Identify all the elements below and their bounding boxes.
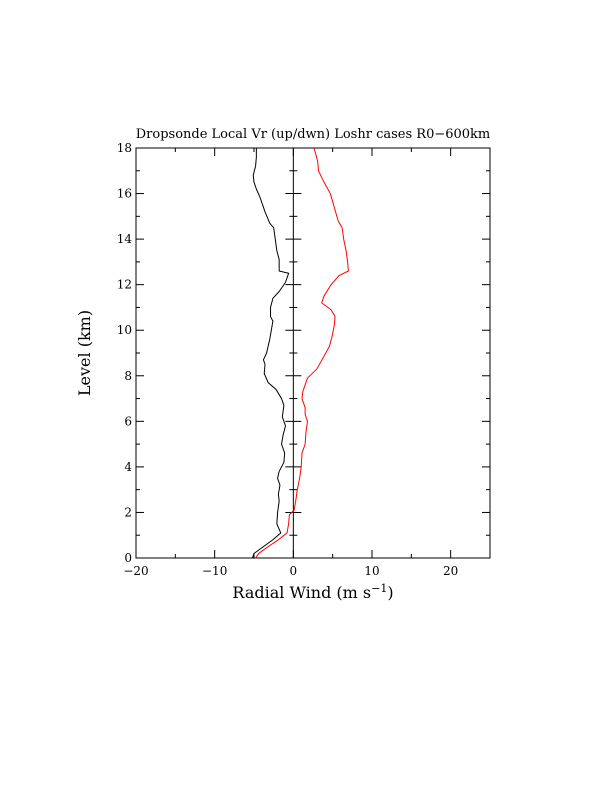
- series-line-1: [251, 148, 290, 559]
- axis-tick-labels: −20 −10 0 10 20 0 2 4 6 8 10 12 14 16 18: [117, 141, 459, 578]
- series-group: [251, 147, 349, 559]
- y-tick-label: 18: [117, 141, 132, 155]
- y-tick-label: 2: [124, 505, 132, 519]
- y-tick-label: 4: [124, 460, 132, 474]
- plot-frame: [135, 147, 491, 559]
- x-tick-label: −10: [202, 564, 227, 578]
- y-tick-label: 12: [117, 278, 132, 292]
- y-tick-label: 16: [117, 187, 132, 201]
- x-tick-label: 10: [364, 564, 379, 578]
- axis-ticks: [135, 147, 490, 559]
- y-axis-label: Level (km): [75, 310, 94, 396]
- x-tick-label: 0: [290, 564, 298, 578]
- x-axis-label-exponent: −1: [371, 582, 387, 595]
- y-tick-label: 8: [124, 369, 132, 383]
- chart-title: Dropsonde Local Vr (up/dwn) Loshr cases …: [136, 127, 491, 142]
- y-tick-label: 14: [117, 232, 133, 246]
- x-axis-label-main: Radial Wind (m s: [232, 583, 371, 602]
- plot-area: −20 −10 0 10 20 0 2 4 6 8 10 12 14 16 18: [117, 141, 491, 578]
- x-tick-label: −20: [123, 564, 148, 578]
- y-tick-label: 6: [124, 414, 132, 428]
- x-axis-label: Radial Wind (m s−1): [232, 582, 393, 602]
- y-tick-label: 0: [124, 551, 132, 565]
- y-tick-label: 10: [117, 323, 132, 337]
- x-tick-label: 20: [443, 564, 458, 578]
- series-line-2: [255, 147, 349, 559]
- x-axis-label-close: ): [387, 583, 393, 602]
